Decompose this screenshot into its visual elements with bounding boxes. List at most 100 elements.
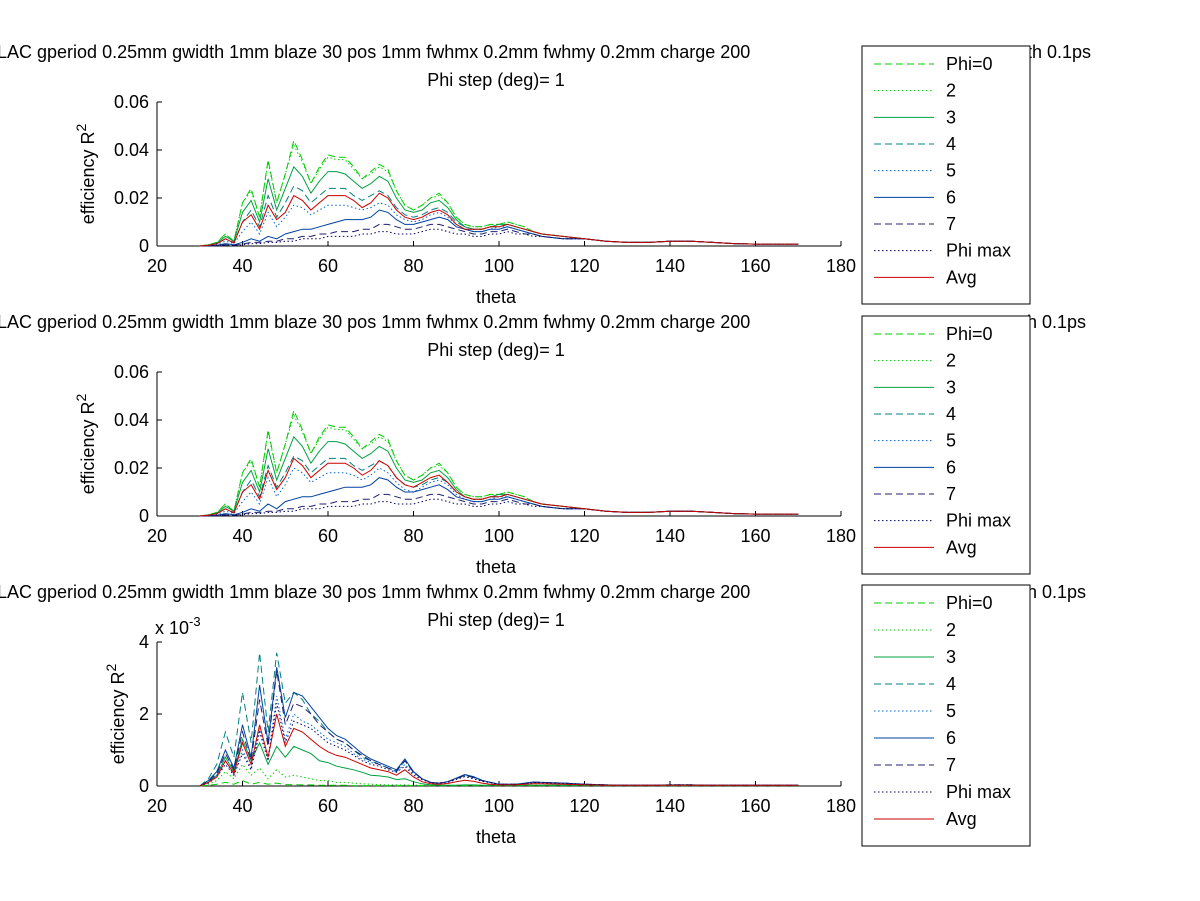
y-axis-label: efficiency R2 xyxy=(103,664,128,765)
legend-box xyxy=(861,45,1031,305)
y-exponent-label: x 10-3 xyxy=(155,614,201,638)
y-tick-label: 0.04 xyxy=(114,410,149,430)
legend-label: 7 xyxy=(946,484,956,504)
x-tick-label: 100 xyxy=(484,256,514,276)
series-line-9 xyxy=(199,192,799,247)
legend-label: 2 xyxy=(946,620,956,640)
x-tick-label: 80 xyxy=(403,526,423,546)
x-tick-label: 20 xyxy=(147,256,167,276)
legend-label: 7 xyxy=(946,214,956,234)
legend-label: 6 xyxy=(946,457,956,477)
x-tick-label: 100 xyxy=(484,526,514,546)
legend-label: Phi max xyxy=(946,511,1011,531)
legend-label: Avg xyxy=(946,267,977,287)
x-tick-label: 180 xyxy=(826,526,856,546)
chart-title-main: LAC gperiod 0.25mm gwidth 1mm blaze 30 p… xyxy=(0,42,750,62)
legend-label: 3 xyxy=(946,647,956,667)
legend-label: Avg xyxy=(946,537,977,557)
x-axis-label: theta xyxy=(476,557,517,577)
y-axis-label: efficiency R2 xyxy=(73,394,98,495)
x-tick-label: 160 xyxy=(740,796,770,816)
legend-label: 4 xyxy=(946,134,956,154)
x-tick-label: 120 xyxy=(569,796,599,816)
chart-title-main: LAC gperiod 0.25mm gwidth 1mm blaze 30 p… xyxy=(0,582,750,602)
y-axis-label-text: efficiency R xyxy=(78,132,98,225)
chart-title-main: LAC gperiod 0.25mm gwidth 1mm blaze 30 p… xyxy=(0,312,750,332)
legend-box xyxy=(861,315,1031,575)
series-line-1 xyxy=(199,780,799,787)
legend-label: 2 xyxy=(946,351,956,371)
y-tick-label: 4 xyxy=(139,632,149,652)
y-tick-label: 0.06 xyxy=(114,362,149,382)
series-line-8 xyxy=(199,703,799,787)
legend-label: 3 xyxy=(946,107,956,127)
y-tick-label: 0.06 xyxy=(114,92,149,112)
y-tick-label: 0.04 xyxy=(114,140,149,160)
series-line-8 xyxy=(199,498,799,517)
y-axis-label-power: 2 xyxy=(73,394,89,402)
x-tick-label: 40 xyxy=(232,796,252,816)
series-line-8 xyxy=(199,228,799,247)
legend-label: Phi=0 xyxy=(946,593,993,613)
y-tick-label: 0 xyxy=(139,776,149,796)
legend-label: 6 xyxy=(946,728,956,748)
legend-label: 7 xyxy=(946,755,956,775)
y-tick-label: 0.02 xyxy=(114,188,149,208)
chart-subtitle: Phi step (deg)= 1 xyxy=(427,610,565,630)
chart-subtitle: Phi step (deg)= 1 xyxy=(427,340,565,360)
legend-label: 6 xyxy=(946,187,956,207)
legend-label: 2 xyxy=(946,81,956,101)
x-tick-label: 180 xyxy=(826,796,856,816)
x-tick-label: 60 xyxy=(318,256,338,276)
legend: Phi=0 2 3 4 5 6 7 Phi max Avg xyxy=(861,584,1031,847)
legend-label: 5 xyxy=(946,431,956,451)
x-tick-label: 80 xyxy=(403,796,423,816)
legend-label: Phi max xyxy=(946,782,1011,802)
chart-subtitle: Phi step (deg)= 1 xyxy=(427,70,565,90)
legend: Phi=0 2 3 4 5 6 7 Phi max Avg xyxy=(861,315,1031,575)
y-tick-label: 0 xyxy=(139,506,149,526)
legend: Phi=0 2 3 4 5 6 7 Phi max Avg xyxy=(861,45,1031,305)
legend-label: 4 xyxy=(946,674,956,694)
chart-title-suffix: h 0.1ps xyxy=(1027,312,1086,332)
legend-label: Phi max xyxy=(946,241,1011,261)
series-line-9 xyxy=(199,457,799,517)
x-tick-label: 40 xyxy=(232,256,252,276)
x-tick-label: 160 xyxy=(740,256,770,276)
x-axis-label: theta xyxy=(476,287,517,307)
x-tick-label: 140 xyxy=(655,796,685,816)
x-tick-label: 120 xyxy=(569,256,599,276)
chart-title: LAC gperiod 0.25mm gwidth 1mm blaze 30 p… xyxy=(0,312,1086,332)
x-tick-label: 60 xyxy=(318,796,338,816)
legend-label: 4 xyxy=(946,404,956,424)
legend-label: 3 xyxy=(946,377,956,397)
x-tick-label: 60 xyxy=(318,526,338,546)
y-axis-label-text: efficiency R xyxy=(108,672,128,765)
y-axis-label-power: 2 xyxy=(103,664,119,672)
x-tick-label: 120 xyxy=(569,526,599,546)
subplot-3: LAC gperiod 0.25mm gwidth 1mm blaze 30 p… xyxy=(0,582,1086,847)
subplot-1: LAC gperiod 0.25mm gwidth 1mm blaze 30 p… xyxy=(0,42,1091,307)
y-axis-label: efficiency R2 xyxy=(73,124,98,225)
x-tick-label: 140 xyxy=(655,526,685,546)
y-tick-label: 0.02 xyxy=(114,458,149,478)
x-tick-label: 20 xyxy=(147,796,167,816)
x-tick-label: 140 xyxy=(655,256,685,276)
y-exponent-power: -3 xyxy=(189,614,201,629)
x-tick-label: 100 xyxy=(484,796,514,816)
subplot-2: LAC gperiod 0.25mm gwidth 1mm blaze 30 p… xyxy=(0,312,1086,577)
legend-label: Phi=0 xyxy=(946,54,993,74)
legend-label: 5 xyxy=(946,161,956,181)
chart-title-suffix: h 0.1ps xyxy=(1027,582,1086,602)
y-exponent-base: x 10 xyxy=(155,618,189,638)
series-line-9 xyxy=(199,713,799,787)
x-tick-label: 80 xyxy=(403,256,423,276)
x-tick-label: 180 xyxy=(826,256,856,276)
chart-title-suffix: th 0.1ps xyxy=(1027,42,1091,62)
chart-title: LAC gperiod 0.25mm gwidth 1mm blaze 30 p… xyxy=(0,42,1091,62)
legend-box xyxy=(861,584,1031,847)
x-tick-label: 160 xyxy=(740,526,770,546)
y-tick-label: 0 xyxy=(139,236,149,256)
chart-title: LAC gperiod 0.25mm gwidth 1mm blaze 30 p… xyxy=(0,582,1086,602)
